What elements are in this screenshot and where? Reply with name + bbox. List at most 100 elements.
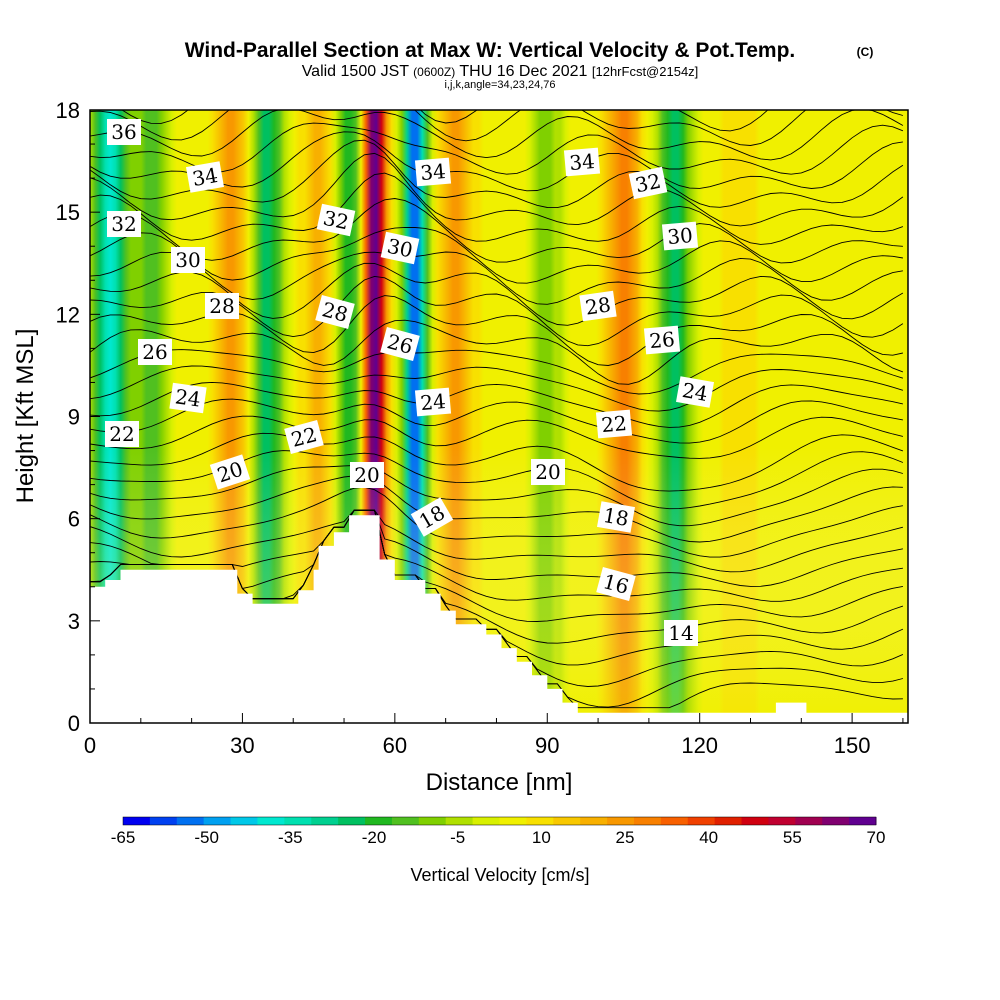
svg-text:14: 14 xyxy=(668,621,693,645)
x-axis-title: Distance [nm] xyxy=(426,769,573,796)
subtitle-fcst: [12hrFcst@2154z] xyxy=(592,64,698,79)
theta-contour-label: 34 xyxy=(186,161,224,193)
colorbar-swatch xyxy=(499,817,527,825)
colorbar-tick-label: 10 xyxy=(532,828,551,847)
y-axis-title: Height [Kft MSL] xyxy=(12,329,39,504)
theta-contour-label: 30 xyxy=(661,221,699,251)
theta-contour-line xyxy=(90,152,904,227)
terrain xyxy=(90,515,908,723)
theta-contour-line xyxy=(90,139,904,209)
colorbar-swatch xyxy=(418,817,447,825)
y-tick-label: 18 xyxy=(56,98,80,123)
colorbar-swatch xyxy=(607,817,635,825)
svg-text:30: 30 xyxy=(385,234,415,263)
theta-contour-line xyxy=(90,475,903,543)
theta-contour-label: 28 xyxy=(205,293,239,319)
colorbar-tick-label: 40 xyxy=(699,828,718,847)
theta-contour-line xyxy=(90,465,904,527)
svg-text:24: 24 xyxy=(419,389,446,415)
svg-text:24: 24 xyxy=(174,384,203,411)
colorbar-swatch xyxy=(257,817,285,825)
colorbar-swatch xyxy=(284,817,312,825)
colorbar-swatch xyxy=(822,817,850,825)
theta-contour-line xyxy=(90,509,904,573)
svg-text:28: 28 xyxy=(209,294,234,318)
colorbar-swatch xyxy=(311,817,339,825)
theta-contour-label: 26 xyxy=(643,325,681,355)
theta-contour-label: 20 xyxy=(531,459,565,485)
colorbar-tick-label: -65 xyxy=(111,828,136,847)
theta-contour-label: 32 xyxy=(628,166,668,200)
subtitle-date: THU 16 Dec 2021 xyxy=(459,63,587,80)
colorbar-swatch xyxy=(741,817,769,825)
theta-contour-line xyxy=(90,432,904,492)
chart-params: i,j,k,angle=34,23,24,76 xyxy=(444,79,555,91)
svg-text:20: 20 xyxy=(354,463,379,487)
y-tick-label: 12 xyxy=(56,302,80,327)
theta-contour-label: 34 xyxy=(414,157,452,187)
theta-contour-label: 36 xyxy=(107,119,141,145)
svg-text:36: 36 xyxy=(111,120,136,144)
svg-text:26: 26 xyxy=(142,340,167,364)
colorbar-swatch xyxy=(795,817,823,825)
svg-text:20: 20 xyxy=(535,460,560,484)
colorbar-swatch xyxy=(660,817,689,825)
colorbar-tick-label: -5 xyxy=(450,828,465,847)
colorbar-swatch xyxy=(580,817,608,825)
theta-contour-line xyxy=(90,110,904,161)
theta-contour-label: 22 xyxy=(595,409,633,439)
theta-contour-line xyxy=(90,509,903,587)
colorbar-swatch xyxy=(714,817,743,825)
theta-contours xyxy=(90,110,904,709)
theta-contour-line xyxy=(90,251,903,305)
theta-contour-label: 14 xyxy=(664,620,698,646)
theta-contour-line xyxy=(90,172,904,245)
colorbar: -65 -50 -35 -20 -5 10 25 40 55 70 xyxy=(111,816,886,847)
theta-contour-label: 28 xyxy=(315,295,355,329)
theta-contour-label: 32 xyxy=(107,211,141,237)
svg-text:26: 26 xyxy=(648,327,675,353)
theta-contour-label: 24 xyxy=(169,382,207,414)
x-tick-label: 30 xyxy=(230,733,254,758)
x-tick-label: 120 xyxy=(681,733,718,758)
chart-subtitle: Valid 1500 JST (0600Z) THU 16 Dec 2021 [… xyxy=(302,63,699,80)
subtitle-utc: (0600Z) xyxy=(413,65,455,79)
svg-text:32: 32 xyxy=(321,206,351,235)
y-axis: 0 3 6 9 12 15 18 xyxy=(56,98,100,736)
y-tick-label: 0 xyxy=(68,711,80,736)
theta-contour-label: 22 xyxy=(105,421,139,447)
plot-area xyxy=(90,110,908,723)
theta-contour-line xyxy=(90,398,903,444)
svg-text:22: 22 xyxy=(600,411,627,437)
colorbar-swatch xyxy=(768,817,796,825)
theta-contour-line xyxy=(90,110,904,146)
colorbar-swatch xyxy=(365,817,393,825)
colorbar-swatch xyxy=(230,817,258,825)
colorbar-swatch xyxy=(472,817,500,825)
svg-text:24: 24 xyxy=(680,378,709,406)
colorbar-tick-label: -50 xyxy=(194,828,219,847)
theta-contour-label: 26 xyxy=(380,327,420,361)
x-tick-label: 0 xyxy=(84,733,96,758)
theta-contour-label: 16 xyxy=(596,567,636,601)
svg-text:34: 34 xyxy=(568,149,595,175)
theta-contour-line xyxy=(90,131,903,192)
theta-contour-label: 30 xyxy=(380,231,420,265)
y-tick-label: 3 xyxy=(68,609,80,634)
theta-contour-label: 24 xyxy=(676,376,714,408)
svg-text:18: 18 xyxy=(601,503,630,531)
theta-contour-line xyxy=(90,198,903,264)
colorbar-swatch xyxy=(338,817,366,825)
svg-text:32: 32 xyxy=(111,212,136,236)
theta-contour-label: 34 xyxy=(563,147,601,177)
theta-contour-label: 28 xyxy=(579,290,617,322)
colorbar-tick-label: 55 xyxy=(783,828,802,847)
theta-contour-label: 26 xyxy=(138,339,172,365)
colorbar-swatch xyxy=(203,817,232,825)
subtitle-valid: Valid 1500 JST xyxy=(302,63,410,80)
colorbar-tick-label: 70 xyxy=(867,828,886,847)
theta-contour-line xyxy=(90,122,904,175)
svg-text:32: 32 xyxy=(633,169,663,198)
